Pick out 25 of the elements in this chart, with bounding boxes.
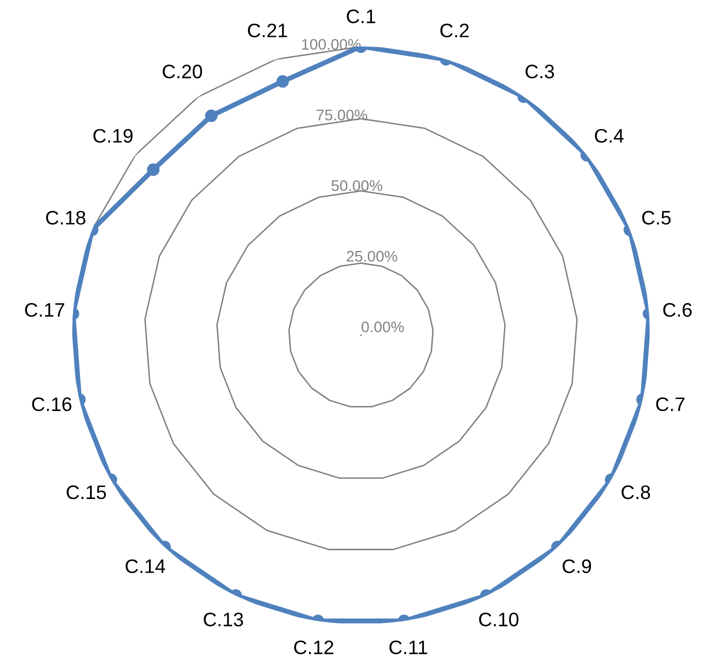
y-tick-label: 75.00% xyxy=(316,110,368,120)
spoke-label: C.4 xyxy=(594,128,624,143)
spoke-label: C.1 xyxy=(346,10,376,24)
spoke-label: C.5 xyxy=(642,210,671,225)
y-tick-label: 25.00% xyxy=(346,250,398,262)
spoke-label: C.14 xyxy=(126,559,166,574)
spoke-label: C.15 xyxy=(66,485,106,500)
y-tick-label: 0.00% xyxy=(362,321,404,332)
y-tick-label: 50.00% xyxy=(332,180,382,192)
spoke-label: C.17 xyxy=(25,303,64,317)
spoke-label: C.9 xyxy=(562,559,592,574)
spoke-label: C.8 xyxy=(622,485,650,500)
spoke-label: C.13 xyxy=(204,612,244,626)
spoke-label: C.21 xyxy=(248,24,288,38)
spoke-label: C.12 xyxy=(294,640,334,654)
spoke-label: C.20 xyxy=(162,64,202,78)
spoke-label: C.7 xyxy=(656,397,684,412)
spoke-label: C.11 xyxy=(389,640,428,654)
spoke-label: C.18 xyxy=(46,210,86,225)
spoke-label: C.19 xyxy=(93,128,133,143)
spoke-label: C.2 xyxy=(440,24,469,38)
spoke-label: C.6 xyxy=(663,303,692,317)
spoke-label: C.16 xyxy=(32,397,72,412)
spoke-label: C.3 xyxy=(526,64,554,78)
spoke-label: C.10 xyxy=(479,612,518,626)
